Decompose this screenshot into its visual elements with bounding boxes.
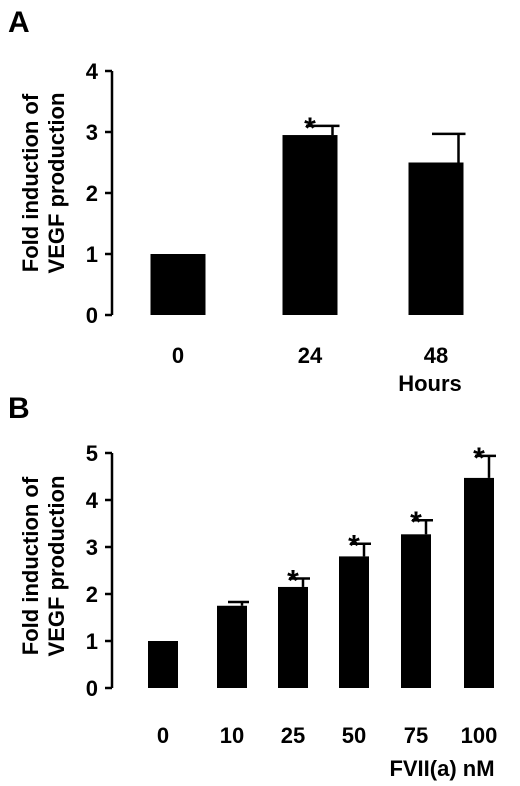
x-tick-label-b-100: 100 bbox=[461, 723, 498, 748]
y-tick-label-a-3: 3 bbox=[86, 120, 98, 145]
y-tick-label-a-4: 4 bbox=[86, 59, 99, 84]
bar-b-25 bbox=[278, 586, 308, 688]
x-tick-label-b-75: 75 bbox=[404, 723, 428, 748]
y-tick-label-b-0: 0 bbox=[86, 676, 98, 701]
y-axis-title-b-line1: Fold induction of bbox=[18, 476, 43, 655]
plot-area-a: 0 1 2 3 4 0 * 24 48 bbox=[86, 59, 466, 368]
y-tick-label-a-1: 1 bbox=[86, 242, 98, 267]
x-tick-label-a-48: 48 bbox=[424, 343, 448, 368]
significance-star-b-25: * bbox=[287, 564, 299, 597]
x-tick-label-a-24: 24 bbox=[298, 343, 323, 368]
bar-b-0 bbox=[148, 641, 178, 688]
x-axis-title-b: FVII(a) nM bbox=[389, 756, 494, 781]
y-tick-label-b-3: 3 bbox=[86, 535, 98, 560]
bar-a-0 bbox=[150, 254, 206, 315]
bar-b-50 bbox=[339, 556, 369, 688]
x-tick-label-b-25: 25 bbox=[281, 723, 305, 748]
x-tick-label-b-10: 10 bbox=[220, 723, 244, 748]
y-tick-label-b-4: 4 bbox=[86, 488, 99, 513]
panel-label-b: B bbox=[8, 392, 30, 425]
significance-star-b-100: * bbox=[473, 442, 485, 475]
panel-label-a: A bbox=[8, 6, 30, 39]
y-tick-label-a-0: 0 bbox=[86, 303, 98, 328]
bar-b-100 bbox=[464, 477, 494, 688]
x-axis-title-a: Hours bbox=[398, 371, 462, 396]
x-tick-label-b-0: 0 bbox=[157, 723, 169, 748]
x-tick-label-a-0: 0 bbox=[172, 343, 184, 368]
bar-a-24 bbox=[282, 135, 338, 315]
y-tick-label-b-2: 2 bbox=[86, 582, 98, 607]
x-tick-label-b-50: 50 bbox=[342, 723, 366, 748]
y-tick-label-b-1: 1 bbox=[86, 629, 98, 654]
bar-a-48 bbox=[408, 162, 464, 315]
significance-star-b-75: * bbox=[410, 506, 422, 539]
y-axis-title-b-line2: VEGF production bbox=[44, 476, 69, 657]
bar-b-75 bbox=[401, 534, 431, 688]
y-tick-label-b-5: 5 bbox=[86, 441, 98, 466]
bar-b-10 bbox=[217, 605, 247, 688]
y-axis-title-a-line1: Fold induction of bbox=[18, 93, 43, 272]
significance-star-a-24: * bbox=[304, 112, 316, 145]
y-tick-label-a-2: 2 bbox=[86, 181, 98, 206]
significance-star-b-50: * bbox=[348, 530, 360, 563]
y-axis-title-a-line2: VEGF production bbox=[44, 93, 69, 274]
